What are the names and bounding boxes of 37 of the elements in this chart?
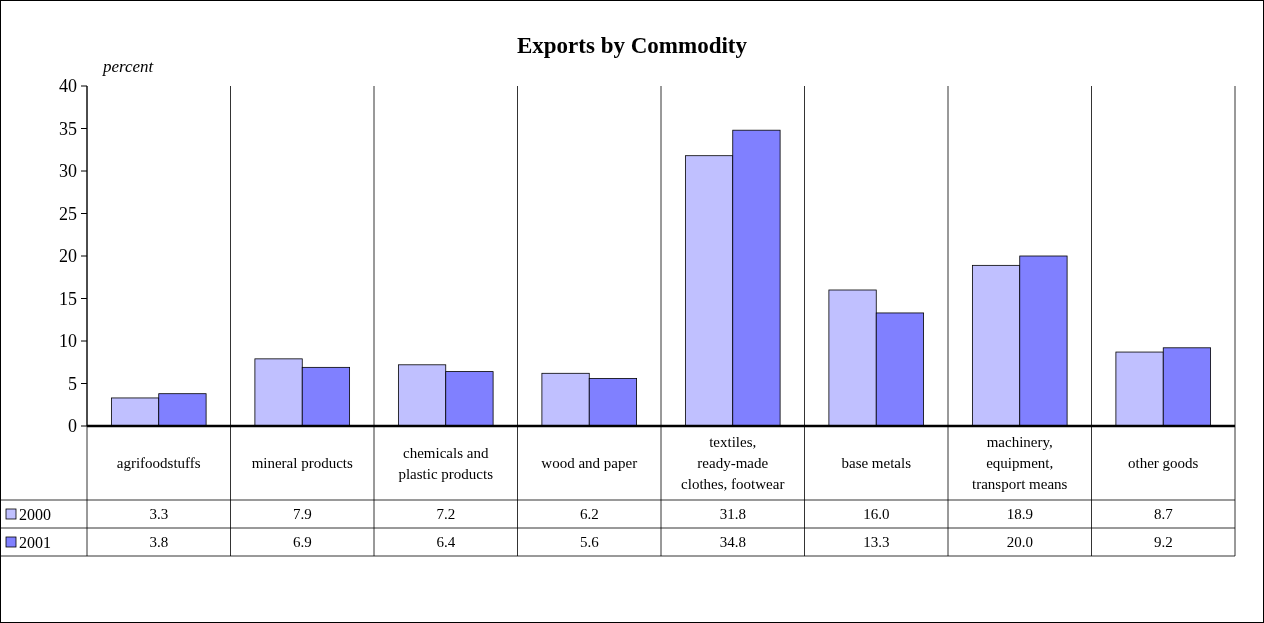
x-tick-label: machinery, equipment, transport means xyxy=(972,434,1068,493)
data-label: 3.8 xyxy=(149,534,169,551)
x-tick-label: other goods xyxy=(1128,455,1199,472)
x-tick-label: base metals xyxy=(841,455,912,472)
legend-label: 2001 xyxy=(19,533,51,551)
chart-title: Exports by Commodity xyxy=(516,33,748,58)
x-tick-label: textiles, ready-made clothes, footwear xyxy=(681,434,785,493)
y-tick-label: 0 xyxy=(68,416,77,437)
data-label: 9.2 xyxy=(1153,534,1173,551)
data-label: 7.2 xyxy=(436,506,456,523)
y-tick-label: 35 xyxy=(59,118,77,139)
legend-label: 2000 xyxy=(19,505,51,523)
y-tick-label: 30 xyxy=(59,161,77,182)
data-label: 3.3 xyxy=(149,506,169,523)
data-label: 18.9 xyxy=(1006,506,1033,523)
y-tick-label: 25 xyxy=(59,203,77,224)
y-axis-title: percent xyxy=(102,57,155,76)
data-label: 16.0 xyxy=(863,506,890,523)
x-tick-label: agrifoodstuffs xyxy=(116,455,201,472)
data-label: 20.0 xyxy=(1006,534,1033,551)
data-label: 6.2 xyxy=(579,506,599,523)
data-label: 7.9 xyxy=(292,506,312,523)
data-label: 5.6 xyxy=(579,534,600,551)
y-tick-label: 20 xyxy=(59,246,77,267)
y-tick-label: 10 xyxy=(59,331,77,352)
data-label: 8.7 xyxy=(1153,506,1174,523)
data-label: 13.3 xyxy=(863,534,890,551)
data-label: 34.8 xyxy=(719,534,746,551)
data-label: 6.9 xyxy=(292,534,312,551)
x-tick-label: wood and paper xyxy=(541,455,638,472)
x-tick-label: chemicals and plastic products xyxy=(398,444,494,482)
x-tick-label: mineral products xyxy=(251,455,354,472)
y-tick-label: 15 xyxy=(59,288,77,309)
data-label: 31.8 xyxy=(719,506,746,523)
y-tick-label: 40 xyxy=(59,76,77,97)
data-label: 6.4 xyxy=(436,534,456,551)
y-tick-label: 5 xyxy=(68,373,77,394)
